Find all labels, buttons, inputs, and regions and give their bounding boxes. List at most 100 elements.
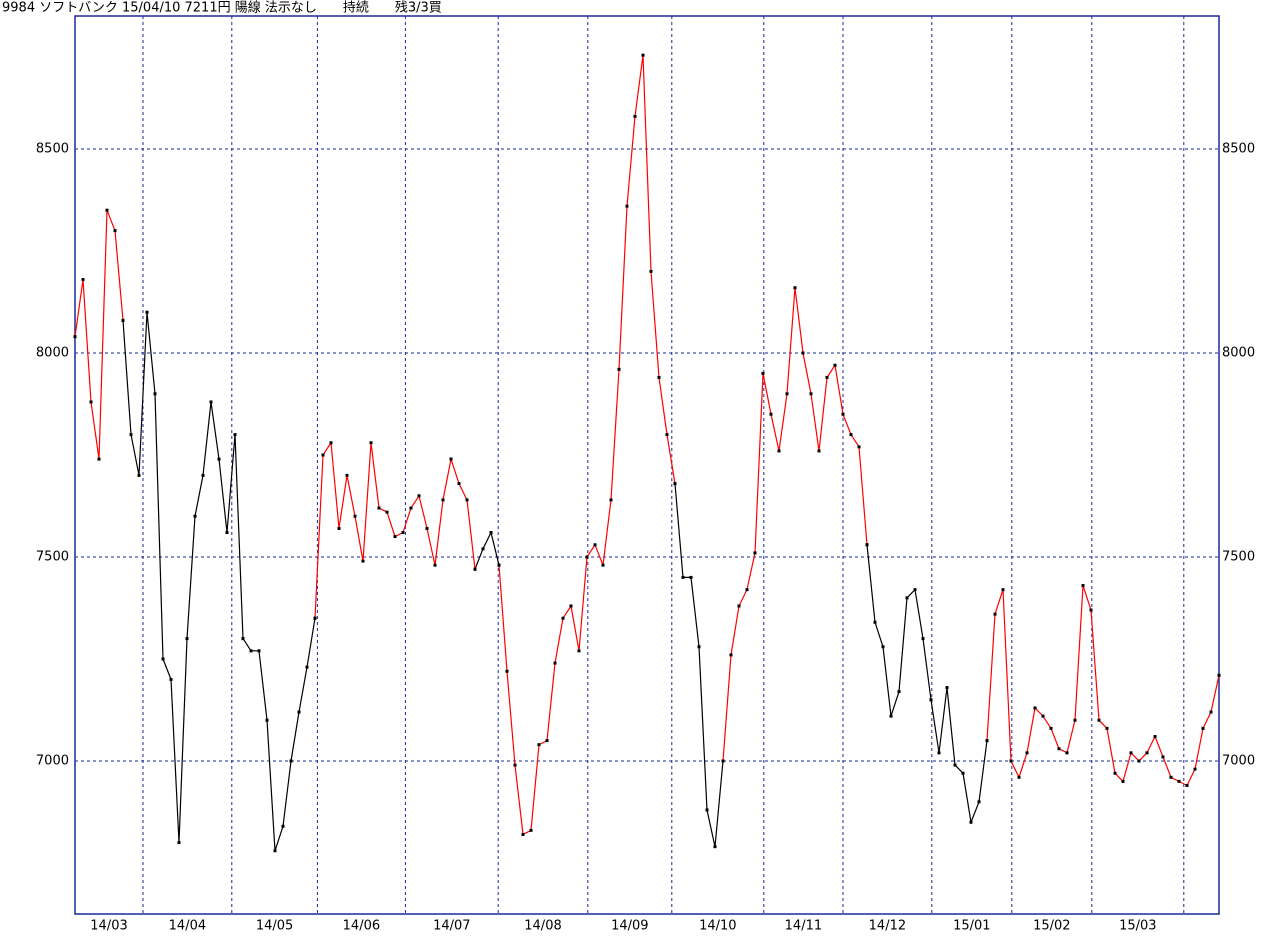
price-dot	[1073, 718, 1077, 722]
price-dot	[369, 441, 373, 445]
price-dot	[585, 555, 589, 559]
price-dot	[1033, 706, 1037, 710]
price-dot	[913, 588, 917, 592]
x-tick-label: 14/10	[699, 919, 736, 934]
x-tick-label: 14/08	[524, 919, 561, 934]
y-tick-label: 8000	[36, 346, 69, 361]
price-dot	[345, 473, 349, 477]
price-dot	[225, 531, 229, 535]
price-dot	[385, 510, 389, 514]
price-dot	[353, 514, 357, 518]
price-dot	[841, 412, 845, 416]
x-tick-label: 14/05	[256, 919, 293, 934]
price-dot	[825, 375, 829, 379]
price-dot	[745, 588, 749, 592]
price-dot	[521, 832, 525, 836]
price-dot	[897, 690, 901, 694]
price-dot	[793, 286, 797, 290]
price-dot	[1097, 718, 1101, 722]
y-tick-label-right: 8500	[1222, 142, 1255, 157]
price-dot	[881, 645, 885, 649]
price-dot	[1137, 759, 1141, 763]
y-tick-label: 7500	[36, 550, 69, 565]
x-tick-label: 14/12	[869, 919, 906, 934]
x-tick-label: 15/01	[953, 919, 990, 934]
price-dot	[1209, 710, 1213, 714]
price-dot	[785, 392, 789, 396]
price-dot	[121, 318, 125, 322]
price-dot	[393, 535, 397, 539]
price-dot	[201, 473, 205, 477]
price-dot	[985, 739, 989, 743]
price-dot	[921, 637, 925, 641]
price-dot	[409, 506, 413, 510]
price-dot	[153, 392, 157, 396]
price-dot	[969, 820, 973, 824]
price-dot	[249, 649, 253, 653]
price-dot	[281, 824, 285, 828]
price-dot	[81, 278, 85, 282]
x-tick-label: 14/06	[343, 919, 380, 934]
price-dot	[641, 53, 645, 57]
y-tick-label: 7000	[36, 754, 69, 769]
x-tick-label: 14/09	[611, 919, 648, 934]
price-dot	[1009, 759, 1013, 763]
price-dot	[1113, 771, 1117, 775]
price-dot	[761, 371, 765, 375]
price-dot	[561, 616, 565, 620]
price-dot	[817, 449, 821, 453]
price-dot	[753, 551, 757, 555]
price-dot	[545, 739, 549, 743]
price-dot	[857, 445, 861, 449]
price-dot	[1025, 751, 1029, 755]
x-tick-label: 14/03	[90, 919, 127, 934]
price-dot	[97, 457, 101, 461]
price-dot	[649, 269, 653, 273]
x-tick-label: 14/07	[433, 919, 470, 934]
price-dot	[473, 567, 477, 571]
price-dot	[609, 498, 613, 502]
price-dot	[929, 698, 933, 702]
price-dot	[257, 649, 261, 653]
price-dot	[1153, 735, 1157, 739]
price-dot	[681, 575, 685, 579]
price-dot	[553, 661, 557, 665]
price-dot	[1121, 779, 1125, 783]
price-dot	[497, 563, 501, 567]
price-dot	[401, 531, 405, 535]
price-dot	[993, 612, 997, 616]
plot-frame	[74, 15, 1220, 915]
price-dot	[505, 669, 509, 673]
price-dot	[1049, 726, 1053, 730]
price-dot	[1145, 751, 1149, 755]
price-dot	[769, 412, 773, 416]
price-dot	[1105, 726, 1109, 730]
price-dot	[193, 514, 197, 518]
price-dot	[801, 351, 805, 355]
price-dot	[953, 763, 957, 767]
price-dot	[361, 559, 365, 563]
price-dot	[273, 849, 277, 853]
price-dot	[289, 759, 293, 763]
price-dot	[777, 449, 781, 453]
price-dot	[321, 453, 325, 457]
price-dot	[625, 204, 629, 208]
price-dot	[729, 653, 733, 657]
price-dot	[513, 763, 517, 767]
price-dot	[1065, 751, 1069, 755]
price-dot	[529, 828, 533, 832]
price-dot	[873, 620, 877, 624]
price-dot	[849, 433, 853, 437]
price-dot	[1193, 767, 1197, 771]
chart-title: 9984 ソフトバンク 15/04/10 7211円 陽線 法示なし 持続 残3…	[2, 0, 442, 16]
price-dot	[617, 367, 621, 371]
price-dot	[1169, 775, 1173, 779]
price-dot	[233, 433, 237, 437]
price-dot	[577, 649, 581, 653]
price-dot	[633, 114, 637, 118]
price-dot	[657, 375, 661, 379]
price-dot	[537, 743, 541, 747]
price-dot	[161, 657, 165, 661]
